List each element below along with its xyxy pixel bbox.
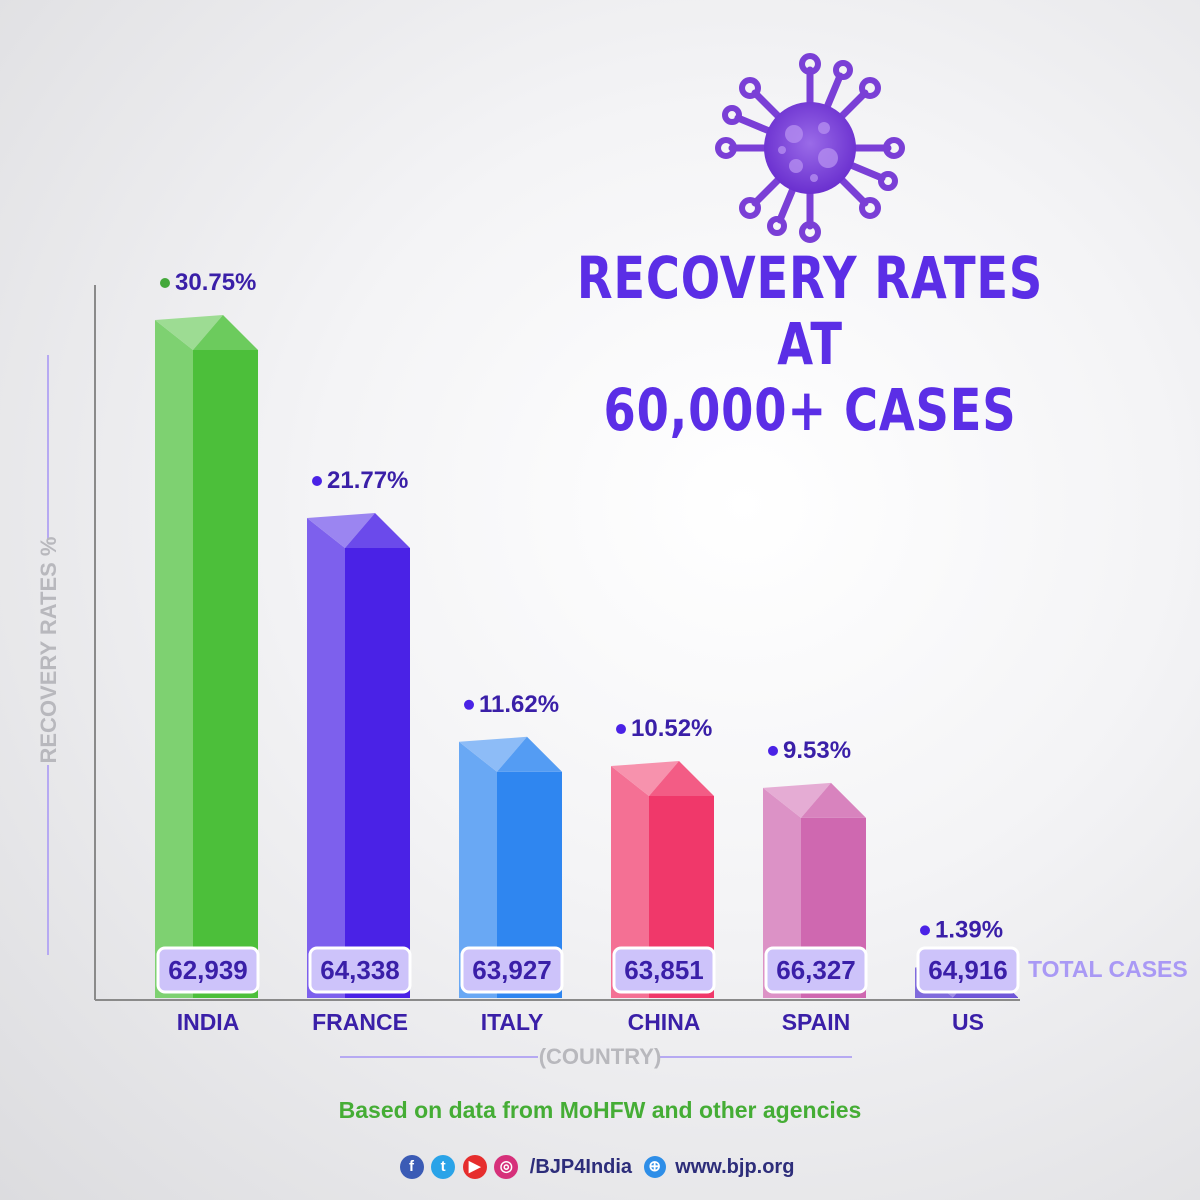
total-cases-value: 66,327 [776, 955, 856, 985]
bar-side [155, 320, 193, 998]
bar-cap-left [459, 736, 527, 772]
bar-france [307, 512, 410, 998]
total-cases-badge [460, 946, 564, 994]
total-cases-badge [916, 946, 1020, 994]
value-label-dot [464, 699, 474, 710]
website-link[interactable]: www.bjp.org [675, 1155, 795, 1178]
bar [345, 547, 410, 998]
bar [193, 350, 258, 998]
category-label: CHINA [628, 1009, 701, 1035]
footer: f t ▶ ◎ /BJP4India ⊕ www.bjp.org [0, 1155, 1200, 1179]
x-axis-label: (COUNTRY) [538, 1044, 662, 1069]
source-note: Based on data from MoHFW and other agenc… [338, 1097, 862, 1123]
title-line-1: RECOVERY RATES AT [576, 244, 1044, 378]
total-cases-value: 64,338 [320, 955, 400, 985]
chart-title: RECOVERY RATES AT 60,000+ CASES [562, 245, 1058, 443]
total-cases-badge [156, 946, 260, 994]
value-label-dot [160, 278, 170, 288]
value-label-dot [616, 724, 626, 735]
title-line-2: 60,000+ CASES [603, 376, 1017, 444]
globe-icon: ⊕ [643, 1156, 666, 1178]
total-cases-value: 63,927 [472, 955, 552, 985]
category-label: FRANCE [312, 1009, 408, 1035]
bar-cap-right [801, 782, 866, 818]
bar-cap-left [307, 512, 375, 548]
value-label: 10.52% [631, 715, 712, 742]
youtube-icon[interactable]: ▶ [462, 1155, 487, 1179]
total-cases-value: 63,851 [624, 955, 704, 985]
total-cases-badge [764, 946, 868, 994]
total-cases-value: 64,916 [928, 955, 1008, 985]
facebook-icon[interactable]: f [399, 1155, 424, 1179]
value-label: 9.53% [783, 737, 851, 764]
value-label: 30.75% [175, 269, 256, 296]
total-cases-value: 62,939 [168, 955, 248, 985]
value-label: 1.39% [935, 916, 1003, 943]
bar-side [611, 766, 649, 998]
bar-cap-right [497, 736, 562, 772]
bar-cap-right [649, 761, 714, 797]
value-label-dot [768, 745, 778, 756]
bar-italy [459, 736, 562, 998]
bar [953, 997, 1018, 998]
bar-side [763, 787, 801, 998]
instagram-icon[interactable]: ◎ [494, 1155, 519, 1179]
total-cases-badge [308, 946, 412, 994]
bar-cap-right [345, 512, 410, 548]
category-label: US [952, 1009, 984, 1035]
bar-cap-left [763, 782, 831, 818]
bar-cap-left [611, 761, 679, 797]
category-label: SPAIN [782, 1009, 851, 1035]
bar-india [155, 315, 258, 998]
total-cases-badge [612, 946, 716, 994]
category-label: ITALY [481, 1009, 544, 1035]
bar-side [459, 741, 497, 998]
category-label: INDIA [177, 1009, 240, 1035]
social-handle[interactable]: /BJP4India [529, 1155, 633, 1178]
bar [497, 771, 562, 998]
virus-icon [715, 53, 905, 243]
y-axis-label: RECOVERY RATES % [36, 536, 61, 764]
bar-cap-left [155, 315, 223, 350]
total-cases-label: TOTAL CASES [1028, 956, 1188, 982]
value-label-dot [920, 925, 930, 936]
value-label: 11.62% [479, 691, 559, 718]
bar-side [307, 517, 345, 998]
value-label-dot [312, 475, 322, 486]
twitter-icon[interactable]: t [431, 1155, 456, 1179]
bar-cap-right [193, 315, 258, 350]
value-label: 21.77% [327, 467, 408, 494]
